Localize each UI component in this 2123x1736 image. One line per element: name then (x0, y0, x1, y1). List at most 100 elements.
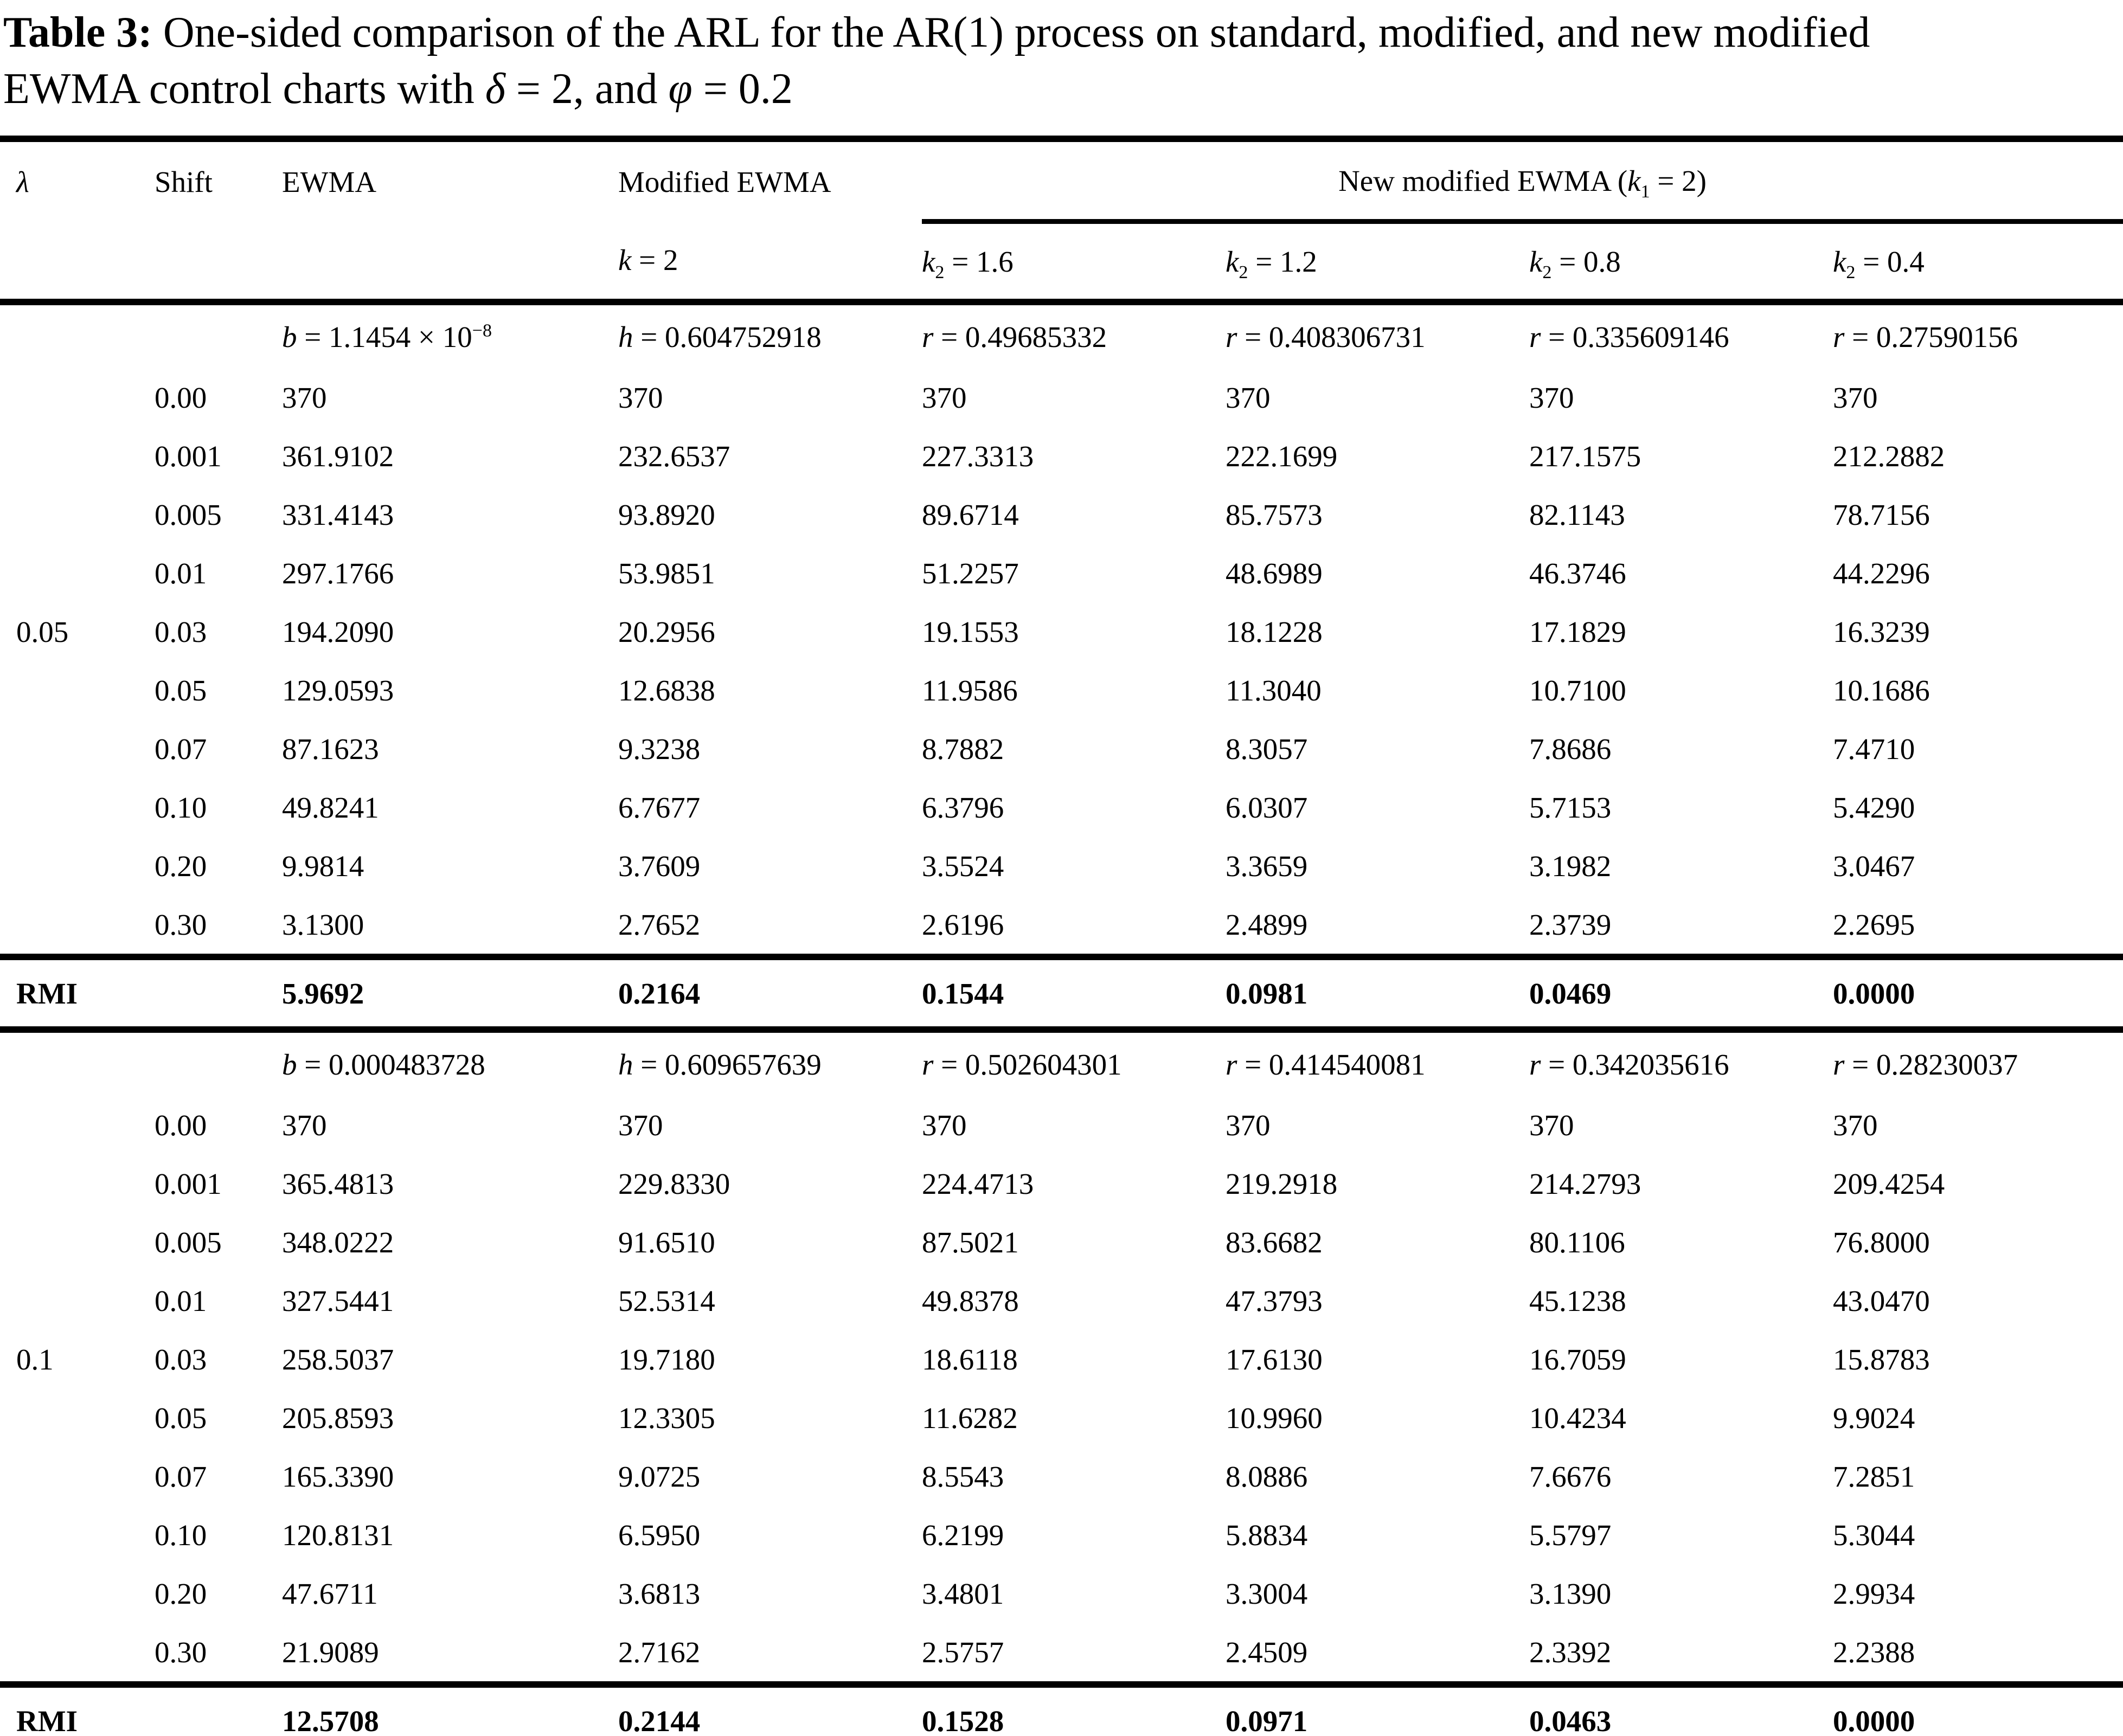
cell-value: 9.9024 (1833, 1401, 1915, 1435)
cell-value: 10.7100 (1529, 673, 1626, 707)
cell-value: 80.1106 (1529, 1225, 1625, 1259)
h-eq: = 0.604752918 (633, 320, 822, 353)
empty-cell (0, 1030, 155, 1096)
r-var: r (1226, 320, 1237, 353)
r-eq: = 0.28230037 (1844, 1047, 2018, 1081)
cell-value: 370 (1529, 1108, 1574, 1142)
table-row: 0.01 327.5441 52.5314 49.8378 47.3793 45… (0, 1271, 2123, 1330)
k2-eq: = 0.8 (1551, 245, 1621, 278)
cell-value: 2.6196 (922, 908, 1004, 941)
cell-value: 3.5524 (922, 849, 1004, 883)
cell-value: 2.5757 (922, 1635, 1004, 1669)
k2-eq: = 1.6 (944, 245, 1014, 278)
cell-lambda: 0.05 (16, 615, 69, 648)
cell-value: 10.4234 (1529, 1401, 1626, 1435)
cell-value: 8.0886 (1226, 1459, 1308, 1493)
k2-var: k (1833, 245, 1846, 278)
table-row: 0.30 3.1300 2.7652 2.6196 2.4899 2.3739 … (0, 895, 2123, 957)
param-row-block2: b = 0.000483728 h = 0.609657639 r = 0.50… (0, 1030, 2123, 1096)
cell-value: 17.6130 (1226, 1342, 1323, 1376)
cell-rmi-label: RMI (0, 1681, 155, 1736)
cell-value: 258.5037 (282, 1342, 394, 1376)
cell-value: 5.7153 (1529, 790, 1612, 824)
cell-shift: 0.001 (155, 1167, 222, 1200)
cell-value: 370 (1833, 1108, 1878, 1142)
param-cell-b: b = 1.1454 × 10−8 (282, 302, 618, 368)
cell-value: 51.2257 (922, 556, 1019, 590)
r-eq: = 0.335609146 (1541, 320, 1729, 353)
cell-value: 5.5797 (1529, 1518, 1612, 1552)
cell-value: 2.7652 (618, 908, 701, 941)
r-eq: = 0.414540081 (1237, 1047, 1426, 1081)
cell-lambda (0, 1506, 155, 1564)
cell-lambda (0, 778, 155, 837)
cell-value: 91.6510 (618, 1225, 715, 1259)
cell-value: 18.6118 (922, 1342, 1018, 1376)
r-var: r (922, 320, 934, 353)
empty-cell (0, 302, 155, 368)
cell-lambda (0, 719, 155, 778)
empty-cell (155, 1030, 282, 1096)
cell-rmi-value: 0.2144 (618, 1681, 922, 1736)
cell-value: 5.8834 (1226, 1518, 1308, 1552)
cell-value: 370 (1226, 1108, 1271, 1142)
cell-value: 83.6682 (1226, 1225, 1323, 1259)
caption-text-2: EWMA control charts with (3, 65, 485, 113)
cell-value: 48.6989 (1226, 556, 1323, 590)
cell-shift: 0.05 (155, 1401, 207, 1435)
k2-var: k (1529, 245, 1543, 278)
cell-shift: 0.20 (155, 849, 207, 883)
table-row: 0.05 0.03 194.2090 20.2956 19.1553 18.12… (0, 602, 2123, 661)
col-header-k2-0.4: k2 = 0.4 (1833, 221, 2123, 305)
table-label: Table 3: (3, 9, 152, 56)
cell-value: 2.4509 (1226, 1635, 1308, 1669)
r-var: r (1833, 1047, 1845, 1081)
cell-value: 8.7882 (922, 732, 1004, 766)
table-row: 0.00 370 370 370 370 370 370 (0, 368, 2123, 427)
k2-var: k (922, 245, 935, 278)
table-row: 0.07 87.1623 9.3238 8.7882 8.3057 7.8686… (0, 719, 2123, 778)
cell-value: 6.2199 (922, 1518, 1004, 1552)
cell-value: 370 (922, 381, 967, 414)
col-header-k-2: k = 2 (618, 221, 922, 305)
h-var: h (618, 320, 633, 353)
header-row-2: k = 2 k2 = 1.6 k2 = 1.2 k2 = 0.8 k2 = 0.… (0, 221, 2123, 305)
cell-value: 87.1623 (282, 732, 379, 766)
cell-lambda (0, 485, 155, 544)
phi-symbol: φ (668, 65, 692, 113)
cell-lambda (0, 661, 155, 719)
table-row: 0.07 165.3390 9.0725 8.5543 8.0886 7.667… (0, 1447, 2123, 1506)
delta-value: = 2, (505, 65, 595, 113)
empty-cell (282, 221, 618, 305)
empty-cell (155, 954, 282, 1033)
cell-value: 82.1143 (1529, 498, 1625, 531)
cell-value: 2.2388 (1833, 1635, 1915, 1669)
caption-line-1: Table 3: One-sided comparison of the ARL… (3, 4, 2123, 61)
table-row: 0.00 370 370 370 370 370 370 (0, 1096, 2123, 1154)
cell-value: 232.6537 (618, 439, 730, 473)
cell-value: 53.9851 (618, 556, 715, 590)
cell-value: 3.3004 (1226, 1577, 1308, 1610)
param-cell-r: r = 0.335609146 (1529, 302, 1833, 368)
cell-rmi-value: 0.2164 (618, 954, 922, 1033)
cell-value: 46.3746 (1529, 556, 1626, 590)
col-header-shift: Shift (155, 165, 213, 198)
r-var: r (1529, 1047, 1541, 1081)
param-cell-r: r = 0.502604301 (922, 1030, 1226, 1096)
cell-value: 8.3057 (1226, 732, 1308, 766)
cell-value: 2.3392 (1529, 1635, 1612, 1669)
param-cell-h: h = 0.609657639 (618, 1030, 922, 1096)
header-row-1: λ Shift EWMA Modified EWMA New modified … (0, 139, 2123, 224)
param-cell-r: r = 0.27590156 (1833, 302, 2123, 368)
cell-value: 217.1575 (1529, 439, 1641, 473)
cell-value: 44.2296 (1833, 556, 1930, 590)
cell-lambda (0, 1096, 155, 1154)
r-var: r (922, 1047, 934, 1081)
k-eq: = 2 (631, 243, 678, 277)
cell-value: 3.1982 (1529, 849, 1612, 883)
cell-lambda (0, 1154, 155, 1213)
cell-value: 6.3796 (922, 790, 1004, 824)
b-var: b (282, 320, 297, 353)
cell-value: 205.8593 (282, 1401, 394, 1435)
